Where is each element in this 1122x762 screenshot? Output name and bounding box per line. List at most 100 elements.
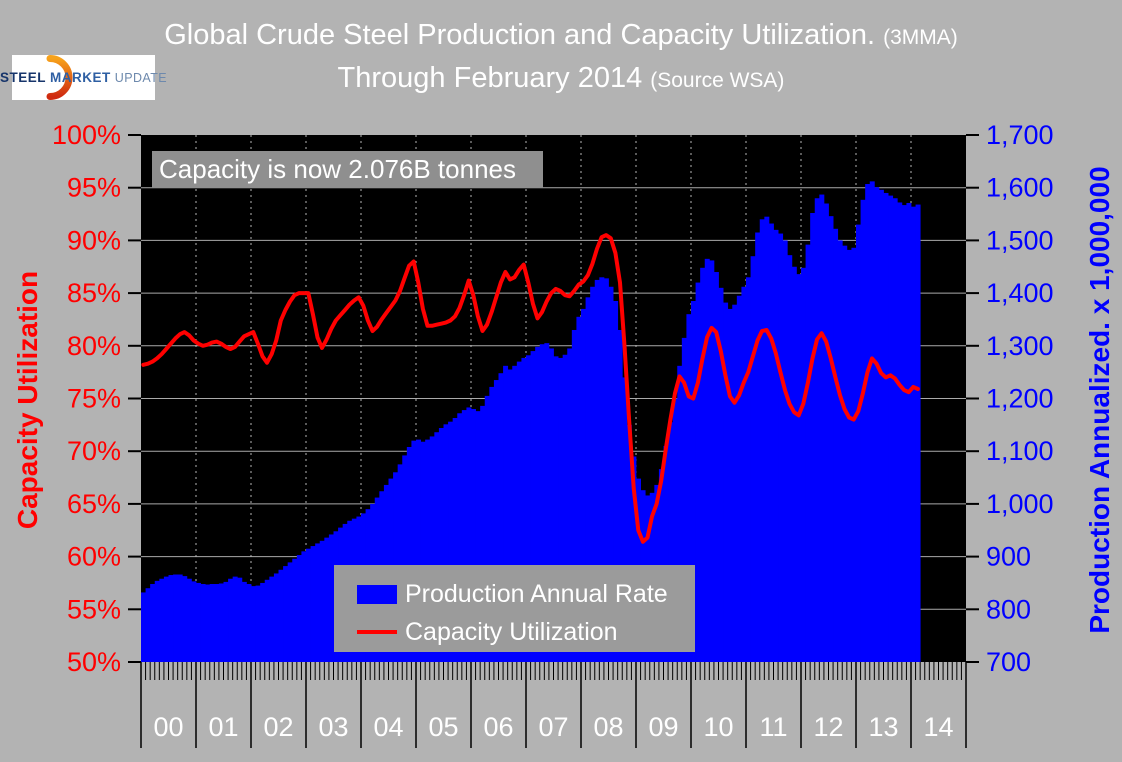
production-bar — [718, 287, 724, 662]
legend-item-production: Production Annual Rate — [357, 575, 695, 613]
production-bar — [452, 417, 458, 662]
production-bar — [764, 216, 770, 662]
production-bar — [434, 432, 440, 662]
production-bar — [306, 548, 311, 662]
production-bar — [695, 282, 701, 662]
production-bar — [791, 266, 797, 662]
production-bar — [704, 258, 710, 662]
production-bar — [594, 279, 600, 662]
right-tick-label: 1,100 — [986, 436, 1054, 466]
production-bar — [558, 357, 564, 662]
production-bar — [246, 584, 252, 662]
production-bar — [622, 377, 628, 662]
year-label: 10 — [703, 712, 733, 742]
left-tick-label: 70% — [67, 436, 121, 466]
production-bar — [700, 267, 706, 662]
production-bar — [232, 576, 238, 662]
production-bar — [425, 439, 431, 662]
right-tick-label: 700 — [986, 647, 1031, 677]
production-bar — [150, 584, 156, 662]
year-label: 06 — [483, 712, 513, 742]
production-bar — [429, 436, 435, 662]
production-bar — [411, 440, 417, 662]
production-bar — [846, 249, 852, 663]
production-bar — [796, 274, 802, 662]
production-bar — [741, 286, 747, 662]
production-bar — [837, 240, 843, 662]
title-line2-suffix: (Source WSA) — [650, 69, 785, 92]
production-bar — [897, 202, 903, 662]
production-bar — [814, 198, 820, 663]
production-bar — [296, 555, 302, 662]
production-bar — [205, 584, 211, 662]
production-bar — [182, 576, 188, 662]
production-bar — [516, 361, 522, 662]
production-bar — [668, 422, 674, 662]
production-bar — [191, 581, 197, 662]
production-bar — [681, 337, 687, 662]
production-bar — [443, 424, 449, 662]
production-bar — [686, 314, 692, 662]
chart-title: Global Crude Steel Production and Capaci… — [0, 16, 1122, 102]
right-tick-label: 1,200 — [986, 384, 1054, 414]
logo-word-market: MARKET — [50, 70, 111, 85]
production-bar — [553, 356, 559, 662]
right-tick-label: 800 — [986, 594, 1031, 624]
year-label: 13 — [868, 712, 898, 742]
production-bar — [746, 277, 751, 662]
production-bar — [727, 308, 733, 662]
production-bar — [498, 373, 504, 662]
year-label: 09 — [648, 712, 678, 742]
production-bar — [562, 354, 568, 662]
production-bar — [228, 578, 234, 662]
production-bar — [713, 272, 719, 662]
logo-word-steel: STEEL — [0, 70, 47, 85]
production-bar — [723, 302, 729, 662]
left-tick-label: 75% — [67, 384, 121, 414]
production-bar — [237, 577, 243, 662]
production-bar — [503, 365, 509, 662]
production-bar — [168, 575, 174, 662]
production-bar — [154, 580, 160, 662]
production-bar — [475, 411, 481, 662]
production-bar — [617, 329, 623, 662]
production-bar — [512, 365, 518, 662]
production-bar — [539, 344, 545, 662]
production-bar — [581, 308, 586, 662]
production-bar — [736, 295, 742, 662]
production-bar — [173, 574, 179, 662]
production-bar — [750, 256, 756, 662]
production-bar — [626, 424, 632, 662]
production-bar — [292, 558, 298, 662]
production-bar — [416, 439, 421, 662]
production-bar — [287, 562, 293, 662]
production-bar — [874, 187, 880, 662]
production-bar — [613, 301, 619, 662]
production-bar — [603, 278, 609, 662]
production-bar — [209, 584, 215, 662]
production-bar — [269, 576, 275, 662]
production-bar — [888, 195, 894, 663]
production-bar — [200, 584, 206, 662]
right-tick-label: 1,600 — [986, 173, 1054, 203]
production-bar — [590, 286, 596, 662]
production-bar — [878, 189, 884, 663]
production-bar — [915, 204, 921, 662]
production-bar — [264, 579, 270, 662]
left-tick-label: 90% — [67, 225, 121, 255]
production-bar — [768, 223, 774, 662]
production-bar — [223, 581, 229, 662]
right-axis-title: Production Annualized. x 1,000,000 — [1084, 166, 1115, 634]
left-tick-label: 50% — [67, 647, 121, 677]
production-bar — [892, 198, 898, 663]
production-bar — [273, 573, 279, 662]
production-bar — [860, 199, 866, 663]
year-label: 00 — [153, 712, 183, 742]
capacity-annotation: Capacity is now 2.076B tonnes — [152, 151, 543, 188]
production-bar — [567, 348, 573, 662]
production-bar — [773, 229, 779, 663]
production-bar — [585, 297, 591, 662]
production-bar — [484, 395, 490, 662]
production-bar — [782, 240, 788, 662]
